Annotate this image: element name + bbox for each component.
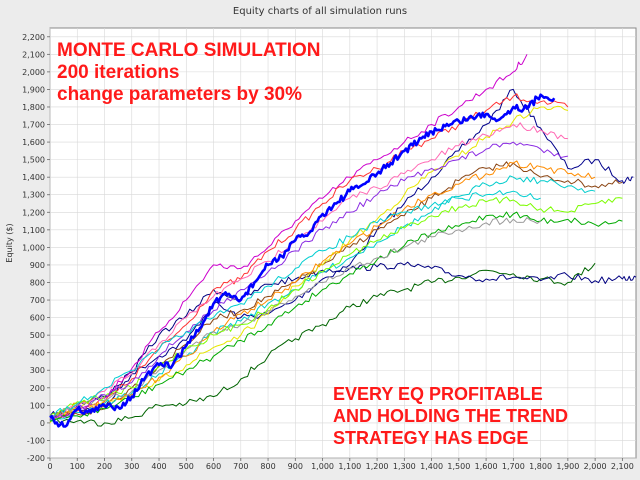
overlay-top-line: 200 iterations bbox=[57, 62, 180, 83]
y-tick-label: 200 bbox=[30, 384, 45, 393]
x-tick-label: 500 bbox=[179, 462, 194, 471]
series-line bbox=[49, 93, 556, 428]
x-tick-label: 400 bbox=[151, 462, 166, 471]
series-line bbox=[49, 54, 528, 420]
x-axis-ticks: 0 100 200 300 400 500 600 700 800 900 1,000 1,100 1,… bbox=[47, 458, 634, 471]
series-line bbox=[49, 88, 634, 418]
overlay-bottom-line: AND HOLDING THE TREND bbox=[333, 406, 568, 426]
y-tick-label: 900 bbox=[30, 261, 45, 270]
y-tick-label: 1,200 bbox=[22, 208, 45, 217]
y-tick-label: 2,200 bbox=[22, 33, 45, 42]
y-axis-ticks: -200 -100 0 100 200 300 400 500 600 700 800 900 1,00… bbox=[22, 33, 50, 463]
series-line bbox=[49, 262, 596, 427]
series-line bbox=[49, 141, 568, 420]
series-line bbox=[49, 217, 541, 420]
y-tick-label: 400 bbox=[30, 349, 45, 358]
y-tick-label: 2,100 bbox=[22, 50, 45, 59]
y-tick-label: 1,500 bbox=[22, 156, 45, 165]
series-line bbox=[49, 190, 541, 418]
series-line bbox=[49, 211, 623, 422]
x-tick-label: 1,300 bbox=[393, 462, 416, 471]
y-tick-label: 800 bbox=[30, 278, 45, 287]
overlay-bottom-line: STRATEGY HAS EDGE bbox=[333, 428, 528, 448]
y-tick-label: 500 bbox=[30, 331, 45, 340]
x-tick-label: 1,700 bbox=[502, 462, 525, 471]
x-tick-label: 100 bbox=[70, 462, 85, 471]
x-tick-label: 1,100 bbox=[338, 462, 361, 471]
x-tick-label: 900 bbox=[288, 462, 303, 471]
y-tick-label: 0 bbox=[40, 419, 45, 428]
x-tick-label: 1,200 bbox=[366, 462, 389, 471]
y-tick-label: 1,600 bbox=[22, 138, 45, 147]
y-tick-label: 1,900 bbox=[22, 85, 45, 94]
x-tick-label: 300 bbox=[124, 462, 139, 471]
overlay-top-line: MONTE CARLO SIMULATION bbox=[57, 40, 321, 61]
series-line bbox=[49, 160, 596, 420]
x-tick-label: 800 bbox=[260, 462, 275, 471]
y-tick-label: 700 bbox=[30, 296, 45, 305]
y-tick-label: 1,100 bbox=[22, 226, 45, 235]
y-tick-label: 300 bbox=[30, 366, 45, 375]
y-tick-label: 1,700 bbox=[22, 121, 45, 130]
y-tick-label: 600 bbox=[30, 314, 45, 323]
series-lines bbox=[49, 54, 637, 428]
x-tick-label: 1,400 bbox=[420, 462, 443, 471]
x-tick-label: 600 bbox=[206, 462, 221, 471]
y-tick-label: 1,300 bbox=[22, 191, 45, 200]
x-tick-label: 1,800 bbox=[529, 462, 552, 471]
x-tick-label: 1,000 bbox=[311, 462, 334, 471]
y-tick-label: 1,800 bbox=[22, 103, 45, 112]
x-tick-label: 200 bbox=[97, 462, 112, 471]
y-tick-label: 1,000 bbox=[22, 243, 45, 252]
y-tick-label: 1,400 bbox=[22, 173, 45, 182]
x-tick-label: 1,900 bbox=[556, 462, 579, 471]
y-tick-label: -200 bbox=[27, 454, 45, 463]
x-tick-label: 700 bbox=[233, 462, 248, 471]
x-tick-label: 1,500 bbox=[447, 462, 470, 471]
overlay-bottom-line: EVERY EQ PROFITABLE bbox=[333, 384, 543, 404]
y-tick-label: 2,000 bbox=[22, 68, 45, 77]
y-tick-label: 100 bbox=[30, 401, 45, 410]
y-axis-label: Equity ($) bbox=[5, 223, 14, 262]
x-tick-label: 0 bbox=[47, 462, 52, 471]
overlay-top-line: change parameters by 30% bbox=[57, 84, 302, 105]
y-tick-label: -100 bbox=[27, 436, 45, 445]
x-tick-label: 2,100 bbox=[611, 462, 634, 471]
x-tick-label: 1,600 bbox=[475, 462, 498, 471]
chart-title: Equity charts of all simulation runs bbox=[233, 6, 407, 17]
x-tick-label: 2,000 bbox=[584, 462, 607, 471]
grid-lines bbox=[49, 28, 636, 459]
